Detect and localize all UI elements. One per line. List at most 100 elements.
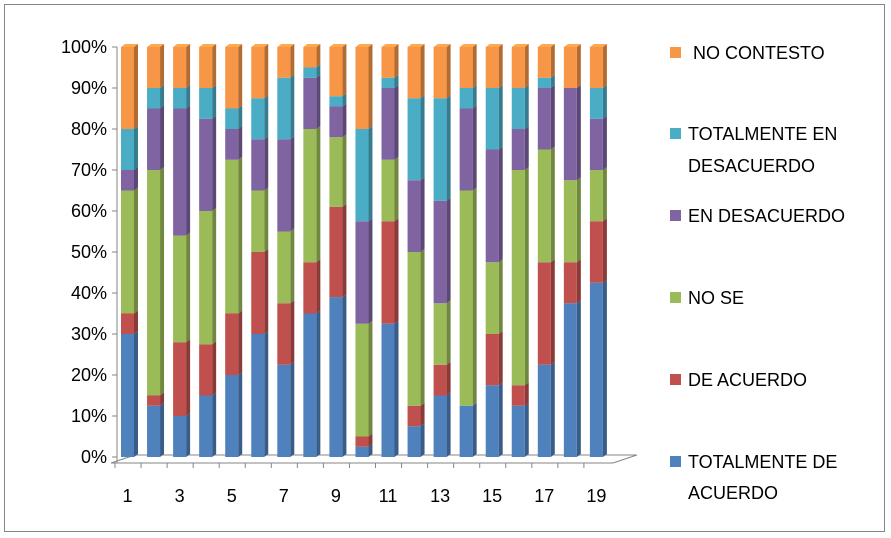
bar-segment-totalmente-de-acuerdo-4 — [199, 395, 213, 457]
bar-side-de-acuerdo-18 — [576, 259, 581, 304]
bar-segment-en-desacuerdo-13 — [433, 200, 447, 304]
bar-side-totalmente-de-acuerdo-8 — [316, 310, 321, 457]
bar-side-totalmente-en-desacuerdo-15 — [498, 85, 503, 150]
bar-side-totalmente-en-desacuerdo-12 — [420, 95, 425, 181]
y-tick-label: 60% — [71, 201, 107, 221]
y-tick-label: 30% — [71, 324, 107, 344]
bar-side-no-contesto-18 — [576, 44, 581, 88]
bar-segment-totalmente-en-desacuerdo-1 — [121, 129, 134, 170]
bar-segment-no-contesto-5 — [225, 47, 239, 109]
bar-side-totalmente-en-desacuerdo-6 — [264, 95, 269, 140]
x-axis: 1 3 5 7 9 11 13 15 17 19 — [111, 462, 613, 506]
bar-side-totalmente-de-acuerdo-11 — [394, 320, 399, 457]
bar-side-de-acuerdo-1 — [134, 310, 138, 334]
legend-label: ACUERDO — [688, 483, 778, 503]
bar-side-totalmente-de-acuerdo-6 — [264, 331, 269, 457]
bar-segment-de-acuerdo-9 — [329, 206, 343, 298]
bar-segment-totalmente-en-desacuerdo-8 — [303, 67, 317, 78]
bar-segment-no-se-2 — [147, 170, 161, 396]
legend-label: NO CONTESTO — [688, 43, 825, 63]
bar-side-en-desacuerdo-17 — [550, 85, 555, 150]
bar-top-19 — [589, 44, 607, 47]
bar-segment-de-acuerdo-10 — [355, 436, 369, 447]
bar-segment-en-desacuerdo-15 — [485, 149, 499, 263]
bar-top-9 — [329, 44, 347, 47]
bar-stack-17 — [537, 44, 555, 457]
bar-segment-en-desacuerdo-9 — [329, 106, 343, 138]
bar-segment-totalmente-en-desacuerdo-6 — [251, 98, 265, 140]
bar-segment-en-desacuerdo-5 — [225, 129, 239, 160]
x-tick-label: 5 — [227, 486, 237, 506]
x-tick-label: 15 — [482, 486, 502, 506]
bar-segment-de-acuerdo-8 — [303, 262, 317, 314]
bar-side-en-desacuerdo-12 — [420, 177, 425, 252]
bar-segment-totalmente-de-acuerdo-2 — [147, 405, 161, 457]
bar-segment-en-desacuerdo-12 — [407, 180, 421, 252]
y-tick-label: 80% — [71, 119, 107, 139]
bar-segment-totalmente-de-acuerdo-19 — [589, 282, 603, 457]
bar-side-no-contesto-12 — [420, 44, 425, 99]
bar-segment-no-contesto-15 — [485, 47, 499, 88]
bar-side-totalmente-en-desacuerdo-3 — [186, 85, 191, 109]
bar-side-no-se-11 — [394, 156, 399, 222]
bar-side-totalmente-en-desacuerdo-11 — [394, 74, 399, 88]
bar-segment-totalmente-en-desacuerdo-17 — [537, 77, 551, 88]
bar-segment-de-acuerdo-4 — [199, 344, 213, 396]
bar-side-no-se-4 — [212, 208, 217, 345]
bar-segment-en-desacuerdo-1 — [121, 170, 134, 191]
bar-side-de-acuerdo-19 — [602, 218, 607, 283]
bar-side-en-desacuerdo-15 — [498, 146, 503, 263]
x-tick-label: 13 — [430, 486, 450, 506]
bar-side-totalmente-de-acuerdo-1 — [134, 331, 138, 457]
x-tick-label: 3 — [175, 486, 185, 506]
legend-label: TOTALMENTE EN — [688, 124, 837, 144]
bar-side-totalmente-de-acuerdo-3 — [186, 413, 191, 457]
y-tick-label: 40% — [71, 283, 107, 303]
bar-side-no-contesto-13 — [446, 44, 451, 99]
bar-top-11 — [381, 44, 399, 47]
legend-swatch — [670, 47, 681, 58]
y-tick-label: 70% — [71, 160, 107, 180]
bar-side-en-desacuerdo-19 — [602, 115, 607, 170]
bar-segment-de-acuerdo-19 — [589, 221, 603, 283]
bar-side-no-se-1 — [134, 187, 138, 314]
bar-side-en-desacuerdo-6 — [264, 136, 269, 191]
bar-side-no-se-14 — [472, 187, 477, 406]
bar-side-de-acuerdo-5 — [238, 310, 243, 375]
bar-segment-en-desacuerdo-10 — [355, 221, 369, 324]
bar-side-en-desacuerdo-14 — [472, 105, 477, 191]
bar-segment-en-desacuerdo-17 — [537, 88, 551, 150]
bar-side-en-desacuerdo-3 — [186, 105, 191, 236]
bar-side-no-contesto-4 — [212, 44, 217, 88]
bar-segment-no-se-15 — [485, 262, 499, 334]
bar-side-no-se-3 — [186, 232, 191, 343]
bar-segment-de-acuerdo-16 — [511, 385, 525, 406]
bar-segment-totalmente-en-desacuerdo-7 — [277, 77, 291, 140]
bar-top-4 — [199, 44, 217, 47]
bar-segment-en-desacuerdo-2 — [147, 108, 161, 170]
bar-segment-no-contesto-13 — [433, 47, 447, 99]
bar-side-no-se-12 — [420, 249, 425, 406]
bar-side-totalmente-de-acuerdo-16 — [524, 402, 529, 457]
bar-stack-11 — [381, 44, 399, 457]
bar-stack-14 — [459, 44, 477, 457]
bar-top-1 — [121, 44, 138, 47]
bar-side-de-acuerdo-17 — [550, 259, 555, 365]
chart-floor — [110, 454, 638, 464]
bar-side-de-acuerdo-11 — [394, 218, 399, 324]
bar-side-totalmente-de-acuerdo-4 — [212, 392, 217, 457]
bar-segment-no-contesto-6 — [251, 47, 265, 99]
bar-side-no-contesto-16 — [524, 44, 529, 88]
bar-side-en-desacuerdo-18 — [576, 85, 581, 181]
bar-side-de-acuerdo-2 — [160, 392, 165, 406]
bar-side-totalmente-de-acuerdo-5 — [238, 372, 243, 457]
bar-segment-totalmente-de-acuerdo-13 — [433, 395, 447, 457]
legend-label: EN DESACUERDO — [688, 206, 845, 226]
bar-side-de-acuerdo-8 — [316, 259, 321, 314]
bar-side-no-se-7 — [290, 228, 295, 304]
bar-stack-5 — [225, 44, 243, 457]
bar-segment-de-acuerdo-13 — [433, 364, 447, 396]
bar-stack-18 — [563, 44, 581, 457]
bar-stack-16 — [511, 44, 529, 457]
